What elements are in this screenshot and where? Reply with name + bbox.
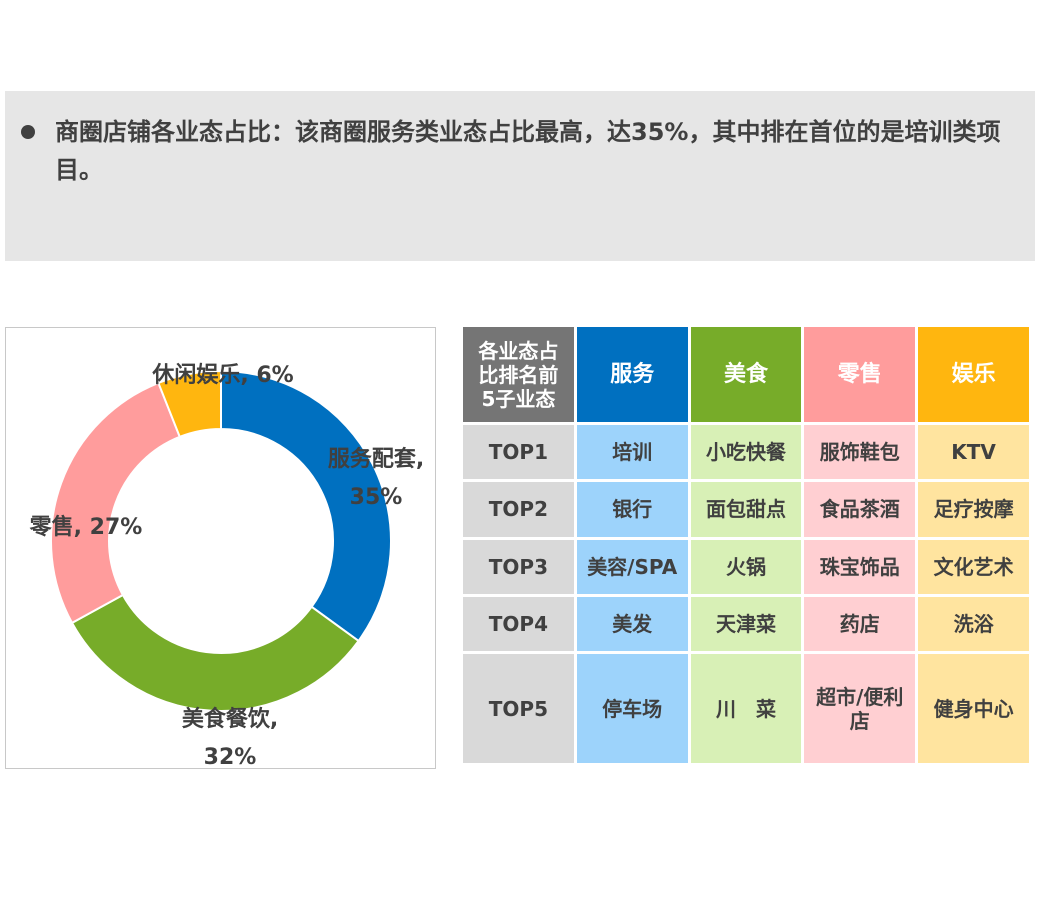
slice-value-service: 35% bbox=[350, 485, 403, 510]
donut-slice-service bbox=[220, 369, 392, 643]
table-cell: 珠宝饰品 bbox=[804, 539, 916, 594]
rank-cell: TOP4 bbox=[463, 596, 574, 652]
slice-label-service: 服务配套, bbox=[328, 446, 424, 472]
table-corner-header: 各业态占 比排名前 5子业态 bbox=[463, 327, 574, 422]
table-cell: 川 菜 bbox=[690, 654, 802, 763]
table-cell: 银行 bbox=[576, 482, 688, 537]
column-header-food: 美食 bbox=[690, 327, 802, 422]
slice-label-retail: 零售, 27% bbox=[29, 514, 143, 540]
donut-chart-svg: 服务配套, 35% 美食餐饮, 32% 零售, 27% 休闲娱乐, 6% bbox=[29, 363, 425, 770]
column-header-entertainment: 娱乐 bbox=[918, 327, 1029, 422]
table-cell: 天津菜 bbox=[690, 596, 802, 652]
corner-line-3: 5子业态 bbox=[481, 386, 556, 411]
table-cell: 文化艺术 bbox=[918, 539, 1029, 594]
rank-cell: TOP2 bbox=[463, 482, 574, 537]
bullet-icon bbox=[21, 125, 35, 139]
donut-slice-retail bbox=[50, 381, 182, 625]
table-cell: 足疗按摩 bbox=[918, 482, 1029, 537]
table-cell: 超市/便利店 bbox=[804, 654, 916, 763]
slice-value-food: 32% bbox=[204, 745, 257, 770]
donut-slice-entertainment bbox=[157, 369, 222, 439]
table-row: TOP1 培训 小吃快餐 服饰鞋包 KTV bbox=[463, 425, 1029, 480]
table-header-row: 各业态占 比排名前 5子业态 服务 美食 零售 娱乐 bbox=[463, 327, 1029, 422]
corner-line-2: 比排名前 bbox=[478, 362, 559, 387]
slice-label-entertainment: 休闲娱乐, 6% bbox=[151, 363, 293, 388]
summary-text: 商圈店铺各业态占比：该商圈服务类业态占比最高，达35%，其中排在首位的是培训类项… bbox=[55, 118, 1001, 184]
table-cell: KTV bbox=[918, 425, 1029, 480]
table-row: TOP5 停车场 川 菜 超市/便利店 健身中心 bbox=[463, 654, 1029, 763]
table-cell: 食品茶酒 bbox=[804, 482, 916, 537]
rank-cell: TOP3 bbox=[463, 539, 574, 594]
table-cell: 服饰鞋包 bbox=[804, 425, 916, 480]
top5-subformat-table: 各业态占 比排名前 5子业态 服务 美食 零售 娱乐 TOP1 培训 小吃快餐 … bbox=[460, 324, 1032, 766]
table-row: TOP4 美发 天津菜 药店 洗浴 bbox=[463, 596, 1029, 652]
table-row: TOP2 银行 面包甜点 食品茶酒 足疗按摩 bbox=[463, 482, 1029, 537]
donut-chart: 服务配套, 35% 美食餐饮, 32% 零售, 27% 休闲娱乐, 6% bbox=[5, 327, 436, 770]
table-cell: 健身中心 bbox=[918, 654, 1029, 763]
rank-cell: TOP5 bbox=[463, 654, 574, 763]
table-cell: 小吃快餐 bbox=[690, 425, 802, 480]
table-cell: 药店 bbox=[804, 596, 916, 652]
table-cell: 美容/SPA bbox=[576, 539, 688, 594]
corner-line-1: 各业态占 bbox=[478, 338, 559, 363]
table-cell: 火锅 bbox=[690, 539, 802, 594]
summary-panel: 商圈店铺各业态占比：该商圈服务类业态占比最高，达35%，其中排在首位的是培训类项… bbox=[5, 91, 1035, 261]
table-row: TOP3 美容/SPA 火锅 珠宝饰品 文化艺术 bbox=[463, 539, 1029, 594]
donut-slice-food bbox=[70, 593, 360, 712]
table-cell: 面包甜点 bbox=[690, 482, 802, 537]
rank-cell: TOP1 bbox=[463, 425, 574, 480]
table-cell: 洗浴 bbox=[918, 596, 1029, 652]
column-header-retail: 零售 bbox=[804, 327, 916, 422]
slice-label-food: 美食餐饮, bbox=[182, 706, 278, 732]
table-cell: 停车场 bbox=[576, 654, 688, 763]
table-cell: 培训 bbox=[576, 425, 688, 480]
table-cell: 美发 bbox=[576, 596, 688, 652]
column-header-service: 服务 bbox=[576, 327, 688, 422]
